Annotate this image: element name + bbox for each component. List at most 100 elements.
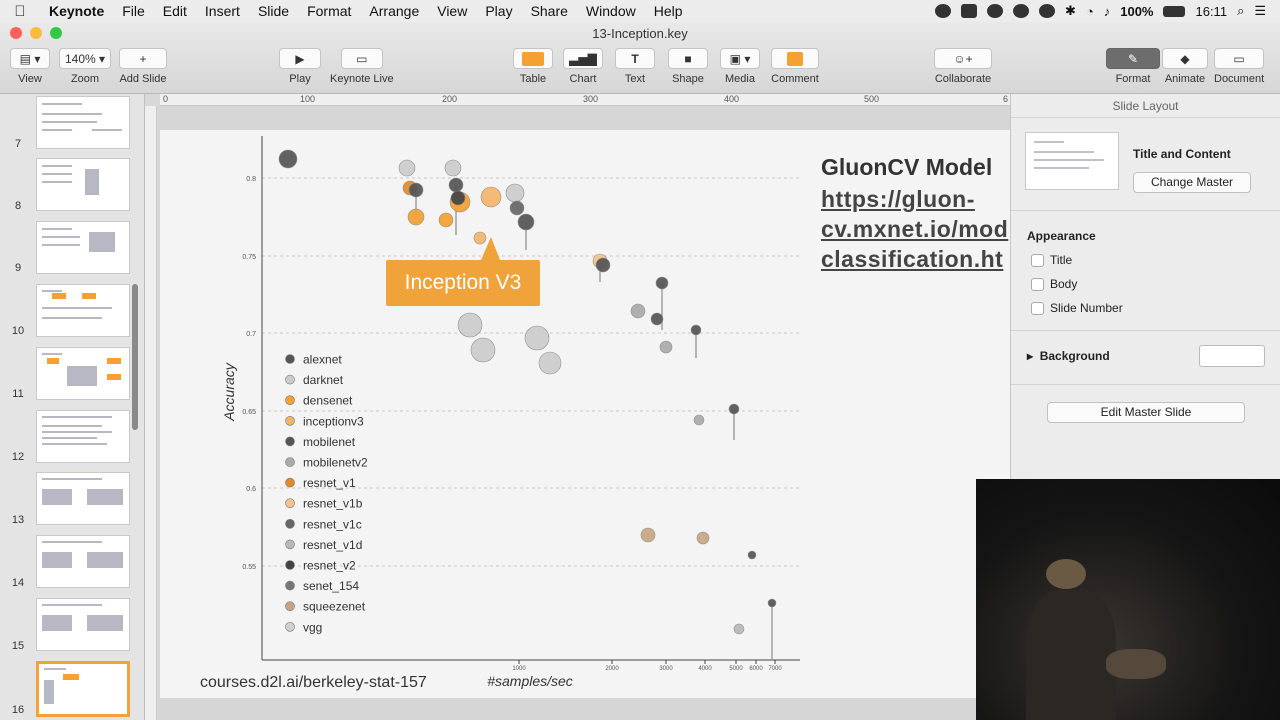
y-tick-label: 0.65 <box>242 409 256 416</box>
cloud-icon[interactable] <box>1012 4 1029 18</box>
slide-heading[interactable]: GluonCV Model <box>821 154 993 180</box>
menubar-clock[interactable]: 16:11 <box>1195 3 1228 19</box>
menu-format[interactable]: Format <box>307 3 352 19</box>
background-color-well[interactable] <box>1199 345 1265 367</box>
menu-insert[interactable]: Insert <box>204 3 240 19</box>
title-checkbox[interactable]: Title <box>1031 253 1072 267</box>
chart-button[interactable]: ▃▅▇ Chart <box>563 48 603 85</box>
close-window-button[interactable] <box>10 27 22 39</box>
chart-axes: 0.8 0.75 0.7 0.65 0.6 0.55 1000 2000 3000 4000 500… <box>242 136 800 672</box>
legend-marker <box>285 539 295 550</box>
model-zoo-link[interactable]: cv.mxnet.io/mod <box>821 216 1009 242</box>
add-slide-button[interactable]: + Add Slide <box>119 48 167 85</box>
status-app-icon[interactable] <box>960 4 977 18</box>
course-url[interactable]: courses.d2l.ai/berkeley-stat-157 <box>200 674 427 691</box>
chart-icon: ▃▅▇ <box>563 48 603 69</box>
legend-entry: resnet_v2 <box>303 559 356 573</box>
slide-number-checkbox[interactable]: Slide Number <box>1031 301 1123 315</box>
slide-thumbnail[interactable] <box>36 598 130 651</box>
status-app-icon[interactable] <box>934 4 951 18</box>
slide-thumbnail[interactable] <box>36 221 130 274</box>
slide-thumbnail[interactable] <box>36 472 130 525</box>
time-machine-icon[interactable] <box>1038 4 1055 18</box>
legend-entry: mobilenet <box>303 435 356 449</box>
webcam-overlay <box>976 479 1280 720</box>
view-button[interactable]: ▤ ▾ View <box>10 48 50 85</box>
keynote-live-button[interactable]: ▭ Keynote Live <box>330 48 394 85</box>
menu-file[interactable]: File <box>122 3 145 19</box>
animate-button[interactable]: ◆ Animate <box>1162 48 1208 85</box>
slide[interactable]: 0.8 0.75 0.7 0.65 0.6 0.55 1000 2000 3000 4000 500… <box>160 130 1010 698</box>
shape-button[interactable]: ■ Shape <box>668 48 708 85</box>
legend-marker <box>285 395 295 406</box>
zoom-select[interactable]: 140% ▾ <box>59 48 111 69</box>
ruler-tick: 400 <box>724 94 740 104</box>
title-checkbox-label: Title <box>1050 253 1073 267</box>
status-app-icon[interactable] <box>986 4 1003 18</box>
legend-marker <box>285 374 295 385</box>
edit-master-slide-button[interactable]: Edit Master Slide <box>1047 402 1245 423</box>
format-button[interactable]: ✎ Format <box>1106 48 1160 85</box>
menu-view[interactable]: View <box>437 3 468 19</box>
navigator-scrollbar[interactable] <box>132 284 138 430</box>
legend-marker <box>285 477 295 488</box>
slide-thumbnail[interactable] <box>36 535 130 588</box>
menu-share[interactable]: Share <box>530 3 568 19</box>
zoom-window-button[interactable] <box>50 27 62 39</box>
body-checkbox[interactable]: Body <box>1031 277 1077 291</box>
model-zoo-link[interactable]: https://gluon- <box>821 186 975 212</box>
menu-window[interactable]: Window <box>585 3 636 19</box>
minimize-window-button[interactable] <box>30 27 42 39</box>
wifi-icon[interactable]: ◔ <box>1085 3 1094 19</box>
comment-button[interactable]: Comment <box>771 48 819 85</box>
menu-arrange[interactable]: Arrange <box>369 3 420 19</box>
menu-slide[interactable]: Slide <box>257 3 290 19</box>
data-point <box>747 550 757 560</box>
slide-number-checkbox-label: Slide Number <box>1050 301 1123 315</box>
slide-thumbnail[interactable] <box>36 96 130 149</box>
collaborate-button[interactable]: ☺+ Collaborate <box>934 48 992 85</box>
master-thumbnail <box>1025 132 1119 190</box>
zoom-button[interactable]: 140% ▾ Zoom <box>59 48 111 85</box>
battery-percent[interactable]: 100% <box>1120 3 1154 19</box>
volume-icon[interactable]: ♪ <box>1103 3 1111 19</box>
slide-number: 15 <box>11 640 25 652</box>
notification-center-icon[interactable]: ☰ <box>1254 3 1266 18</box>
table-button[interactable]: Table <box>513 48 553 85</box>
data-point <box>630 303 646 319</box>
bluetooth-icon[interactable]: ✱ <box>1064 3 1076 18</box>
menu-app[interactable]: Keynote <box>49 3 105 19</box>
model-zoo-link[interactable]: classification.ht <box>821 246 1004 272</box>
data-point <box>408 182 424 198</box>
background-disclosure[interactable]: ▸ Background <box>1027 349 1110 363</box>
slide-thumbnail[interactable] <box>36 347 130 400</box>
play-label: Play <box>289 73 311 85</box>
document-button[interactable]: ▭ Document <box>1214 48 1264 85</box>
disclosure-triangle-icon: ▸ <box>1027 349 1034 363</box>
comment-label: Comment <box>771 73 819 85</box>
slide-thumbnail[interactable] <box>36 410 130 463</box>
menu-play[interactable]: Play <box>485 3 513 19</box>
change-master-button[interactable]: Change Master <box>1133 172 1251 193</box>
media-button[interactable]: ▣ ▾ Media <box>720 48 760 85</box>
inception-v3-callout[interactable]: Inception V3 <box>386 260 540 306</box>
data-point <box>480 186 502 208</box>
slide-thumbnail[interactable] <box>36 284 130 337</box>
menu-edit[interactable]: Edit <box>162 3 187 19</box>
data-point <box>457 312 483 338</box>
chart-legend: alexnet darknet densenet inceptionv3 mobilen… <box>285 353 368 634</box>
data-point <box>733 623 745 635</box>
legend-marker <box>285 415 295 426</box>
slide-thumbnail[interactable] <box>36 158 130 211</box>
data-point <box>517 213 535 231</box>
apple-menu-icon[interactable]:  <box>0 3 40 20</box>
menu-help[interactable]: Help <box>653 3 683 19</box>
battery-icon[interactable] <box>1163 5 1186 17</box>
ruler-tick: 200 <box>442 94 458 104</box>
ruler-tick: 0 <box>163 94 169 104</box>
text-button[interactable]: T Text <box>615 48 655 85</box>
legend-entry: darknet <box>303 373 344 387</box>
play-button[interactable]: ▶ Play <box>279 48 321 85</box>
spotlight-search-icon[interactable]: ⌕ <box>1237 3 1245 18</box>
slide-thumbnail-selected[interactable] <box>36 661 130 717</box>
